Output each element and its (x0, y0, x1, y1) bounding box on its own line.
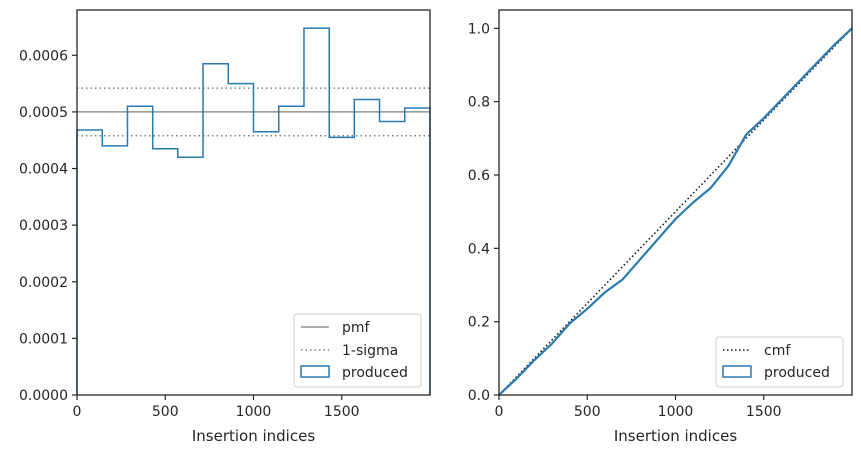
y-tick-label: 0.0002 (19, 275, 68, 291)
y-tick-label: 0.8 (468, 95, 490, 111)
x-tick-label: 500 (152, 404, 179, 420)
legend-produced-swatch (722, 365, 752, 378)
y-tick-label: 0.0003 (19, 218, 68, 234)
legend (715, 336, 844, 388)
y-tick-label: 1.0 (468, 21, 490, 37)
y-tick-label: 0.0006 (19, 48, 68, 64)
legend-produced-label: produced (342, 365, 408, 381)
y-tick-label: 0.6 (468, 168, 490, 184)
x-tick-label: 0 (495, 404, 504, 420)
x-tick-label: 1000 (658, 404, 694, 420)
y-tick-label: 0.0000 (19, 388, 68, 404)
legend-box (293, 313, 422, 388)
legend-produced-swatch (300, 365, 330, 378)
x-tick-label: 0 (73, 404, 82, 420)
legend-sigma-label: 1-sigma (342, 343, 398, 359)
x-tick-label: 1500 (746, 404, 782, 420)
y-tick-label: 0.2 (468, 315, 490, 331)
y-tick-label: 0.4 (468, 241, 490, 257)
y-tick-label: 0.0004 (19, 162, 68, 178)
x-axis-label: Insertion indices (192, 427, 315, 445)
chart-panel-1 (72, 9, 431, 400)
chart-panel-2 (494, 9, 853, 400)
produced-histogram-step (76, 27, 431, 395)
y-tick-label: 0.0001 (19, 331, 68, 347)
x-tick-label: 1000 (236, 404, 272, 420)
x-axis-label: Insertion indices (614, 427, 737, 445)
cmf-line (498, 27, 853, 396)
y-tick-label: 0.0 (468, 388, 490, 404)
legend-pmf-label: pmf (342, 320, 371, 336)
y-tick-label: 0.0005 (19, 105, 68, 121)
x-tick-label: 500 (574, 404, 601, 420)
legend-cmf-label: cmf (764, 343, 791, 359)
legend-produced-label: produced (764, 365, 830, 381)
x-tick-label: 1500 (324, 404, 360, 420)
produced-cmf-curve (498, 27, 853, 396)
legend (293, 313, 422, 388)
